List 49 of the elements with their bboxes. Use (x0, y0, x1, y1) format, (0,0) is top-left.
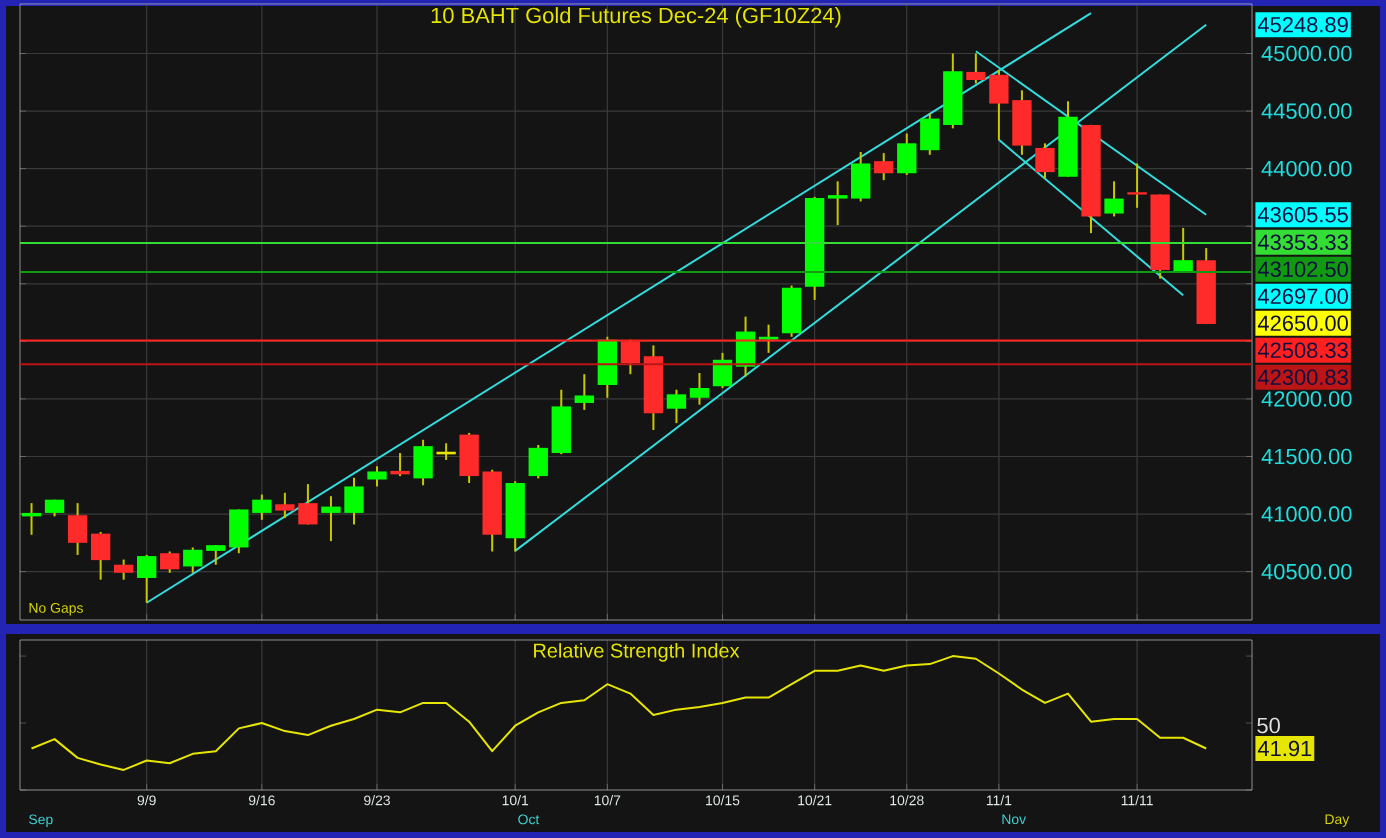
candlestick (229, 508, 249, 555)
candlestick (90, 530, 111, 581)
y-tick-label: 41000.00 (1261, 506, 1352, 522)
candlestick (137, 553, 157, 604)
candlestick (160, 550, 180, 574)
candlestick (367, 465, 387, 488)
candlestick (67, 502, 88, 556)
y-tick-label: 41500.00 (1261, 448, 1352, 465)
text: 42697.00 (1257, 288, 1348, 305)
candlestick (435, 442, 458, 461)
text: 45248.89 (1257, 16, 1348, 33)
text: 41.91 (1257, 740, 1312, 757)
candlestick (920, 112, 940, 156)
y-tick-label: 42000.00 (1261, 391, 1352, 407)
y-tick-label: 44500.00 (1261, 103, 1352, 119)
text: 43605.55 (1257, 206, 1348, 223)
y-tick-label: 45000.00 (1261, 45, 1352, 62)
candlestick (252, 493, 272, 521)
candlestick (827, 180, 848, 227)
candlestick (206, 544, 226, 566)
text: 50 (1257, 717, 1280, 734)
ref-line-label: 42300.83 (1257, 369, 1348, 386)
candlestick (689, 372, 710, 406)
ref-line-label: 43353.33 (1257, 234, 1348, 251)
candlestick (413, 438, 433, 487)
candlestick (897, 132, 917, 176)
candlestick (574, 373, 594, 411)
candlestick (597, 335, 618, 399)
chart-title: Relative Strength Index (534, 643, 740, 662)
candlestick (113, 558, 134, 581)
candlestick (1173, 226, 1193, 273)
ref-line-label: 42508.33 (1257, 342, 1348, 359)
ref-line-label: 43102.50 (1257, 261, 1348, 278)
candlestick (666, 388, 687, 425)
candlestick (459, 431, 479, 484)
candlestick (183, 546, 203, 574)
text: 42650.00 (1257, 315, 1348, 332)
candlestick (1104, 180, 1124, 218)
candlestick (874, 152, 894, 182)
chart-title: 10 BAHT Gold Futures Dec-24 (GF10Z24) (431, 7, 841, 28)
candlestick (1035, 142, 1055, 180)
y-tick-label: 40500.00 (1261, 563, 1352, 580)
candlestick (390, 452, 410, 478)
candlestick (528, 443, 548, 480)
candlestick (781, 284, 802, 338)
candlestick (551, 388, 571, 456)
y-tick-label: 44000.00 (1261, 160, 1352, 177)
candlestick (851, 150, 871, 203)
candlestick (1127, 162, 1147, 209)
